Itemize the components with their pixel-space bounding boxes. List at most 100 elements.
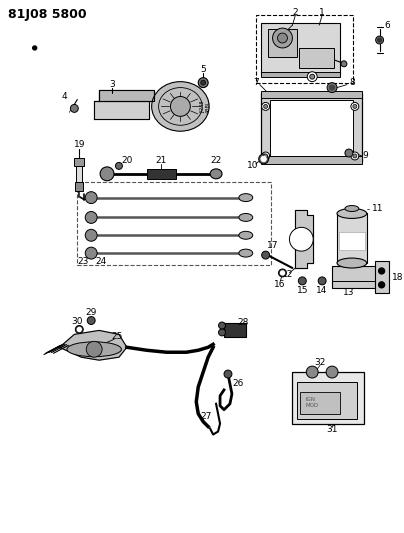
Text: 20: 20 <box>121 157 133 165</box>
Ellipse shape <box>152 82 209 131</box>
Circle shape <box>341 61 347 67</box>
Circle shape <box>33 46 37 50</box>
Text: 16: 16 <box>274 280 285 289</box>
Text: 25: 25 <box>111 332 123 341</box>
Text: 11: 11 <box>372 204 383 213</box>
Bar <box>337 214 367 263</box>
Circle shape <box>327 83 337 93</box>
Bar <box>292 372 364 424</box>
Bar <box>267 29 297 57</box>
Bar <box>269 101 353 156</box>
Circle shape <box>330 85 335 90</box>
Text: 24: 24 <box>95 256 107 265</box>
Bar <box>261 93 362 162</box>
Circle shape <box>85 192 97 204</box>
Circle shape <box>85 229 97 241</box>
Circle shape <box>326 366 338 378</box>
Bar <box>76 166 82 182</box>
Circle shape <box>170 96 190 116</box>
Circle shape <box>376 36 383 44</box>
Text: 29: 29 <box>86 308 97 317</box>
Circle shape <box>70 104 78 112</box>
Text: 81J08 5800: 81J08 5800 <box>8 8 86 21</box>
Text: 26: 26 <box>232 379 244 389</box>
Circle shape <box>198 78 208 87</box>
Bar <box>261 23 340 75</box>
Circle shape <box>219 329 225 336</box>
Bar <box>224 324 246 337</box>
Ellipse shape <box>239 193 253 201</box>
Circle shape <box>273 28 292 48</box>
Circle shape <box>87 317 95 325</box>
Text: 1: 1 <box>319 8 325 17</box>
Text: 5: 5 <box>200 65 206 74</box>
Ellipse shape <box>337 208 367 219</box>
Text: J/248
4BBL: J/248 4BBL <box>200 100 211 113</box>
Circle shape <box>201 80 206 85</box>
Ellipse shape <box>210 169 222 179</box>
Text: 22: 22 <box>210 157 222 165</box>
Polygon shape <box>94 101 149 119</box>
Circle shape <box>116 163 122 169</box>
Bar <box>300 392 340 414</box>
Ellipse shape <box>239 249 253 257</box>
Text: 6: 6 <box>385 21 390 30</box>
Circle shape <box>379 268 385 274</box>
Circle shape <box>306 366 318 378</box>
Polygon shape <box>99 90 154 101</box>
Circle shape <box>278 33 287 43</box>
Text: 2: 2 <box>292 8 298 17</box>
Bar <box>261 156 362 164</box>
Circle shape <box>85 247 97 259</box>
Ellipse shape <box>239 214 253 221</box>
Circle shape <box>262 152 269 160</box>
Bar <box>256 15 353 83</box>
Circle shape <box>219 322 225 329</box>
Text: 28: 28 <box>237 318 248 327</box>
Circle shape <box>310 74 315 79</box>
Text: 17: 17 <box>267 241 278 249</box>
Text: 31: 31 <box>326 425 338 434</box>
Bar <box>339 232 365 250</box>
Bar <box>261 91 362 99</box>
Polygon shape <box>295 211 313 268</box>
Polygon shape <box>59 330 127 360</box>
Text: 18: 18 <box>391 273 403 282</box>
Text: 21: 21 <box>155 157 166 165</box>
Text: IGN
MOD: IGN MOD <box>305 398 318 408</box>
Circle shape <box>298 277 306 285</box>
Circle shape <box>307 72 317 82</box>
Text: 30: 30 <box>72 317 83 326</box>
Text: 4: 4 <box>62 92 67 101</box>
Bar <box>77 182 271 265</box>
Ellipse shape <box>337 258 367 268</box>
Text: 8: 8 <box>349 78 355 87</box>
Circle shape <box>280 271 284 275</box>
Circle shape <box>264 104 267 108</box>
Circle shape <box>261 157 266 161</box>
Bar <box>375 261 389 293</box>
Bar <box>261 72 340 77</box>
Text: 27: 27 <box>200 412 212 421</box>
Bar <box>147 169 177 179</box>
Text: 14: 14 <box>316 286 328 295</box>
Circle shape <box>77 327 81 332</box>
Circle shape <box>318 277 326 285</box>
Text: 19: 19 <box>74 140 85 149</box>
Circle shape <box>379 282 385 288</box>
Circle shape <box>264 154 267 158</box>
Circle shape <box>100 167 114 181</box>
Bar <box>297 382 357 418</box>
Text: 3: 3 <box>109 80 115 89</box>
Circle shape <box>259 154 269 164</box>
Text: 12: 12 <box>282 270 293 279</box>
Circle shape <box>351 102 359 110</box>
Ellipse shape <box>239 231 253 239</box>
Circle shape <box>353 154 357 158</box>
Circle shape <box>85 212 97 223</box>
Text: 23: 23 <box>78 256 89 265</box>
Circle shape <box>75 326 83 334</box>
Circle shape <box>86 341 102 357</box>
Ellipse shape <box>67 342 122 357</box>
Circle shape <box>351 152 359 160</box>
